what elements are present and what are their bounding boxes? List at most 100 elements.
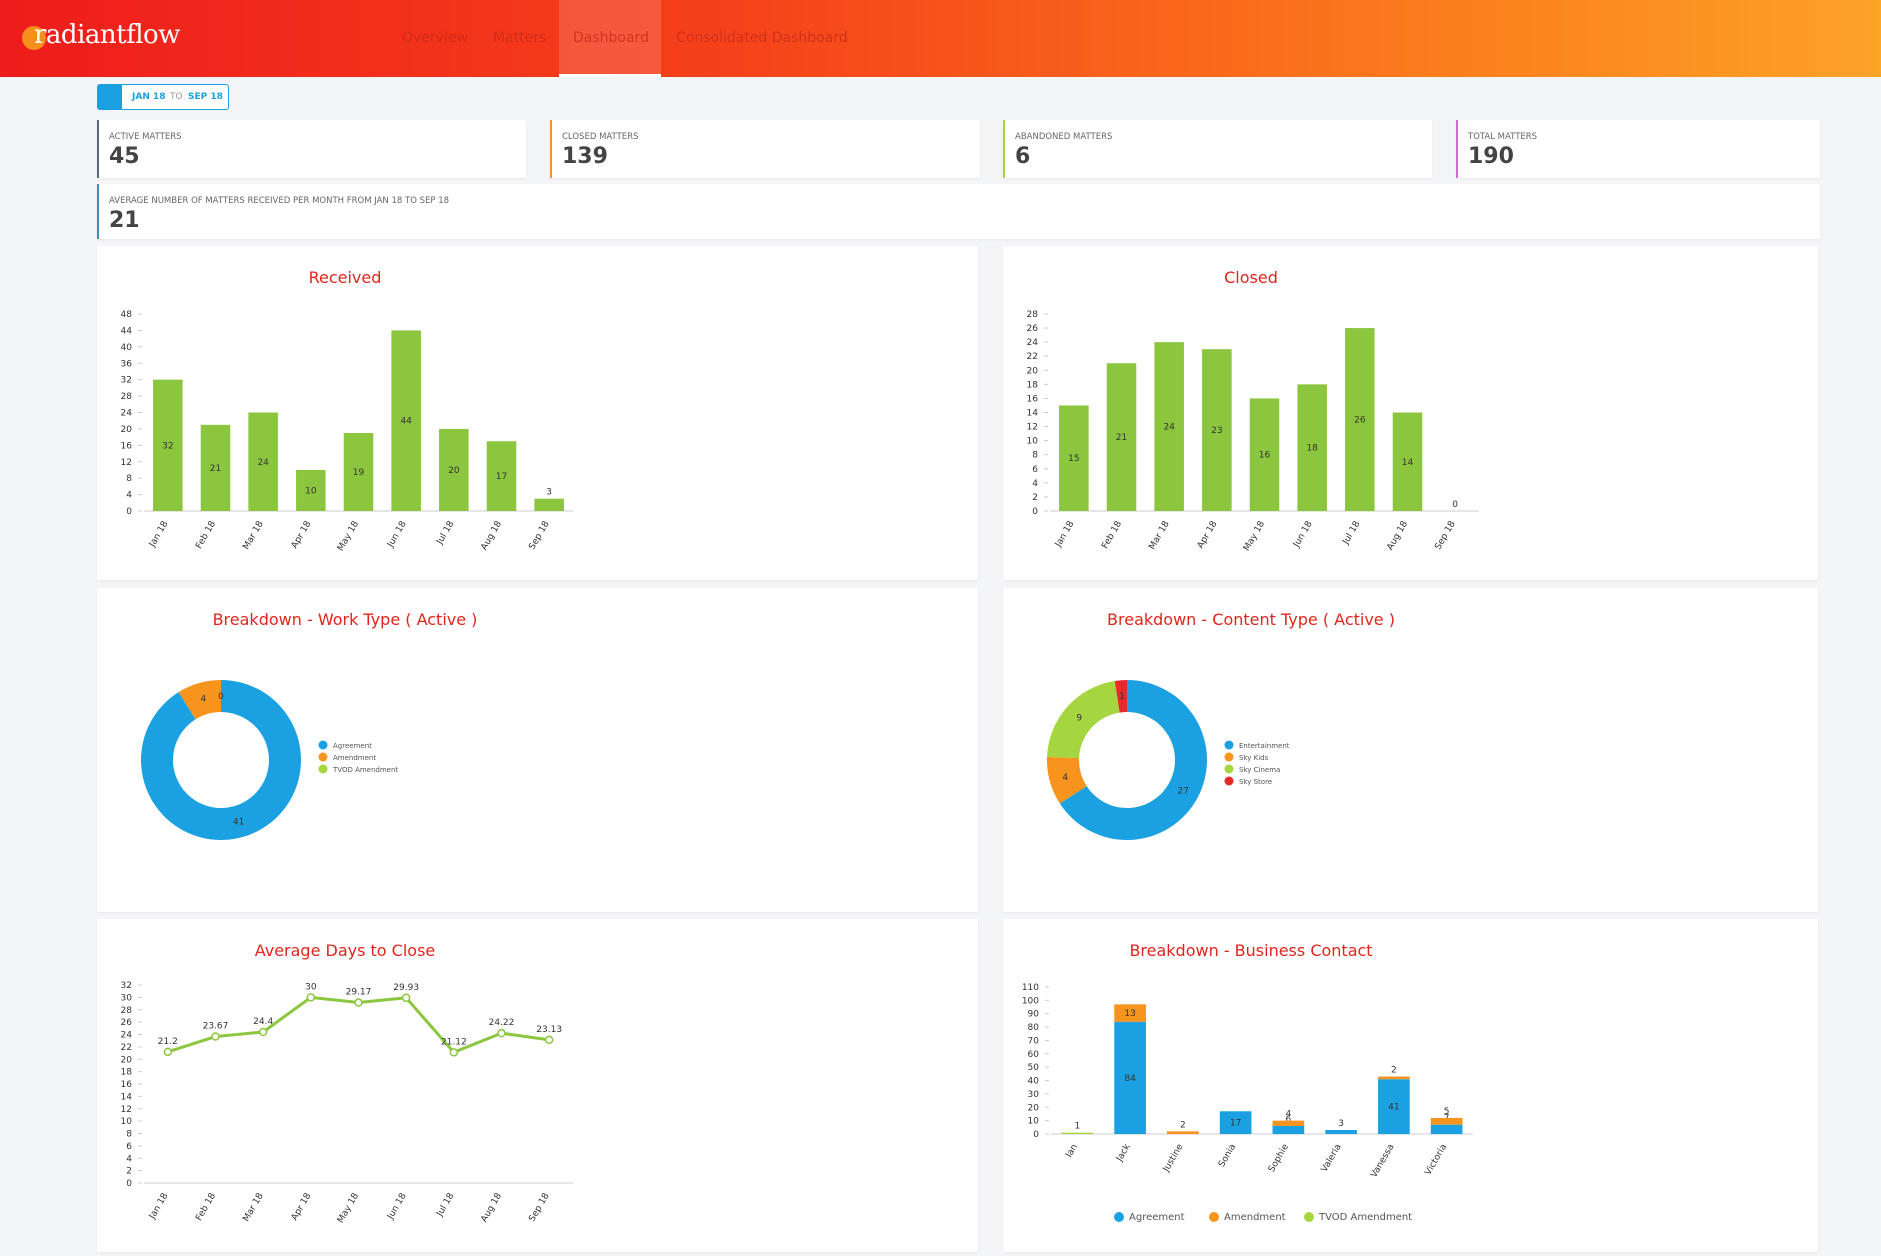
- stat-card: CLOSED MATTERS 139: [550, 120, 980, 178]
- data-label: 20: [448, 466, 460, 476]
- nav-item[interactable]: Overview: [402, 30, 468, 46]
- y-tick-label: 30: [1028, 1090, 1040, 1100]
- data-label: 16: [1259, 451, 1271, 461]
- nav-item[interactable]: Consolidated Dashboard: [676, 30, 848, 46]
- x-tick-label: Justine: [1161, 1142, 1186, 1175]
- average-card: AVERAGE NUMBER OF MATTERS RECEIVED PER M…: [97, 184, 1820, 239]
- bar-segment: [1272, 1120, 1305, 1126]
- bar: [1392, 412, 1423, 511]
- y-tick-label: 20: [121, 1055, 133, 1065]
- date-range[interactable]: JAN 18 TO SEP 18: [97, 84, 229, 110]
- bar-segment: [1167, 1131, 1199, 1134]
- nav-item[interactable]: Dashboard: [573, 30, 649, 46]
- line-point: [497, 1028, 506, 1038]
- line-point: [544, 1035, 554, 1045]
- y-tick-label: 30: [121, 993, 133, 1003]
- data-label: 4: [1062, 773, 1068, 783]
- data-label: 15: [1068, 454, 1079, 464]
- calendar-icon: [98, 85, 122, 109]
- y-tick-label: 24: [121, 409, 133, 419]
- data-label: 21: [1116, 433, 1127, 443]
- bar: [1059, 405, 1089, 511]
- data-label: 24.4: [253, 1017, 273, 1027]
- average-value: 21: [109, 208, 140, 233]
- line-point: [449, 1048, 459, 1057]
- data-label: 0: [218, 692, 224, 702]
- bar-segment: [1219, 1111, 1252, 1134]
- nav-item[interactable]: Matters: [493, 30, 547, 46]
- bar: [200, 424, 231, 511]
- stat-card: TOTAL MATTERS 190: [1456, 120, 1820, 178]
- line-point: [401, 993, 411, 1003]
- y-tick-label: 10: [1027, 437, 1039, 447]
- data-label: 24: [1163, 423, 1175, 433]
- data-label: 3: [1338, 1119, 1344, 1129]
- data-label: 24: [257, 458, 269, 468]
- y-tick-label: 0: [1033, 1130, 1039, 1140]
- y-tick-label: 16: [121, 441, 133, 451]
- y-tick-label: 40: [121, 343, 133, 353]
- legend-swatch: [318, 752, 328, 762]
- y-tick-label: 8: [1032, 451, 1038, 461]
- data-label: 13: [1124, 1009, 1135, 1019]
- data-label: 2: [1180, 1120, 1186, 1130]
- legend-label: Agreement: [333, 742, 372, 750]
- y-tick-label: 6: [1032, 465, 1038, 475]
- y-tick-label: 12: [1027, 423, 1038, 433]
- x-tick-label: Ian: [1064, 1143, 1080, 1160]
- bar: [439, 428, 469, 511]
- x-tick-label: Apr 18: [290, 519, 314, 550]
- x-tick-label: Jul 18: [435, 1191, 457, 1219]
- y-tick-label: 4: [126, 491, 132, 501]
- y-tick-label: 70: [1028, 1036, 1040, 1046]
- y-tick-label: 0: [126, 507, 132, 517]
- chart: Breakdown - Work Type ( Active ) 41 4 0 Agre…: [141, 610, 478, 840]
- data-label: 32: [162, 441, 173, 451]
- x-tick-label: Jan 18: [147, 519, 170, 550]
- data-label: 21.12: [441, 1037, 467, 1047]
- y-tick-label: 36: [121, 359, 133, 369]
- chart-card: Breakdown - Business Contact 0 10 20 30 40 50 6…: [1003, 919, 1818, 1252]
- line-point: [211, 1032, 220, 1041]
- chart-card: Received 0 4 8 12 16 20 24 28 32 36 40 44 48 Jan 18 Feb…: [97, 246, 978, 580]
- x-tick-label: Mar 18: [241, 1191, 265, 1223]
- chart-card: Closed 0 2 4 6 8 10 12 14 16 18 20 22 24 26 28 Jan 18 Feb…: [1003, 246, 1818, 580]
- logo[interactable]: radiantflow: [34, 20, 180, 50]
- chart-title: Breakdown - Work Type ( Active ): [213, 610, 478, 629]
- data-label: 14: [1402, 458, 1414, 468]
- data-label: 17: [1230, 1119, 1241, 1129]
- data-label: 6: [1286, 1115, 1292, 1125]
- bar-segment: [1061, 1132, 1094, 1134]
- logo-mark: [22, 26, 46, 50]
- x-tick-label: Apr 18: [290, 1191, 314, 1222]
- y-tick-label: 32: [121, 376, 132, 386]
- data-label: 26: [1354, 416, 1366, 426]
- x-tick-label: May 18: [336, 1191, 361, 1225]
- bar-segment: [1114, 1021, 1146, 1134]
- stat-value: 190: [1468, 144, 1514, 169]
- x-tick-label: Mar 18: [241, 519, 265, 551]
- y-tick-label: 90: [1028, 1010, 1040, 1020]
- data-label: 9: [1076, 713, 1082, 723]
- legend-label: Sky Kids: [1239, 754, 1269, 762]
- legend-swatch: [1224, 764, 1234, 774]
- bar: [1106, 363, 1137, 511]
- x-tick-label: Aug 18: [479, 519, 504, 552]
- stat-value: 139: [562, 144, 608, 169]
- y-tick-label: 0: [126, 1179, 132, 1189]
- legend-label: Agreement: [1129, 1212, 1185, 1223]
- legend-label: Entertainment: [1239, 742, 1290, 750]
- stat-label: ACTIVE MATTERS: [109, 132, 182, 142]
- bar: [1297, 384, 1327, 511]
- y-tick-label: 32: [121, 981, 132, 991]
- y-tick-label: 18: [1027, 380, 1039, 390]
- y-tick-label: 100: [1022, 996, 1039, 1006]
- donut-slice: [1114, 680, 1127, 713]
- bar-segment: [1325, 1129, 1357, 1134]
- data-label: 27: [1177, 787, 1188, 797]
- x-tick-label: Jun 18: [385, 1191, 408, 1222]
- bar: [534, 498, 564, 511]
- bar: [343, 433, 374, 511]
- line-point: [258, 1027, 268, 1037]
